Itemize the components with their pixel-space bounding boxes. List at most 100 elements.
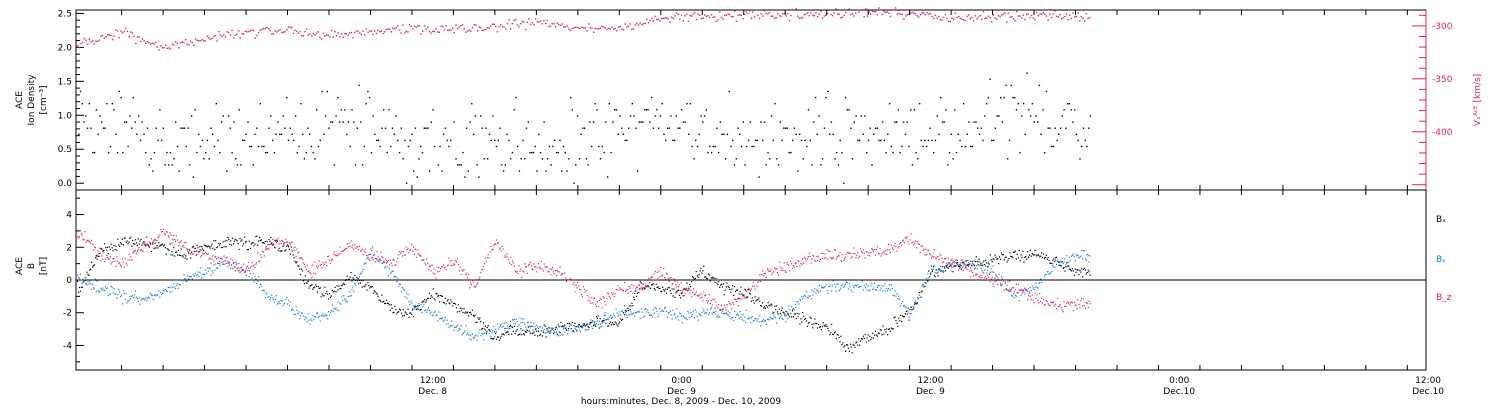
by-point [343, 295, 345, 297]
bx-point [123, 237, 125, 239]
bz-point [749, 290, 752, 292]
speed-point [666, 17, 668, 19]
ion-density-point [754, 139, 757, 142]
bx-point [412, 309, 414, 311]
ion-density-point [220, 121, 223, 123]
by-point [731, 316, 733, 318]
speed-point [870, 13, 872, 15]
speed-point [939, 18, 942, 21]
by-point [722, 312, 724, 315]
by-point [663, 310, 665, 312]
bx-point [845, 350, 847, 352]
bx-point [407, 308, 409, 310]
speed-point [194, 38, 197, 40]
by-point [315, 316, 317, 318]
speed-point [961, 18, 963, 20]
bx-point [521, 334, 523, 336]
speed-point [354, 31, 356, 34]
by-point [401, 286, 403, 289]
by-point [926, 277, 928, 279]
bz-point [777, 274, 780, 276]
speed-point [262, 27, 265, 30]
ion-density-point [811, 164, 813, 166]
ion-density-point [679, 127, 681, 129]
by-point [650, 314, 653, 316]
bx-point [671, 288, 673, 290]
bx-point [512, 330, 514, 332]
bz-point [761, 273, 763, 276]
ion-density-point [432, 109, 434, 111]
ion-density-point [340, 109, 343, 111]
bz-point [1046, 300, 1048, 303]
bx-point [1048, 259, 1050, 262]
bz-point [497, 242, 499, 244]
bz-point [289, 243, 291, 245]
bx-point [301, 270, 304, 272]
bx-point [404, 311, 406, 313]
speed-point [322, 32, 324, 35]
by-point [558, 331, 560, 333]
speed-point [276, 31, 278, 33]
bz-point [622, 290, 625, 292]
by-point [220, 261, 222, 263]
by-point [94, 278, 96, 280]
by-point [166, 290, 168, 292]
ion-density-point [462, 151, 464, 154]
ion-density-point [104, 127, 106, 129]
speed-point [949, 20, 952, 23]
bz-point [440, 268, 442, 270]
ion-density-point [197, 133, 200, 135]
by-point [412, 308, 414, 310]
ion-density-point [259, 103, 261, 105]
ion-density-point [391, 127, 394, 129]
bx-point [846, 344, 849, 346]
speed-point [991, 21, 993, 23]
bz-point [934, 256, 936, 258]
by-point [162, 292, 164, 294]
ion-density-point [571, 109, 573, 111]
speed-point [1034, 19, 1036, 21]
bx-point [451, 301, 453, 303]
by-point [537, 326, 539, 328]
by-point [729, 312, 731, 314]
bx-point [305, 282, 307, 284]
speed-point [787, 13, 789, 15]
ion-density-point [783, 127, 785, 129]
bz-point [445, 269, 447, 271]
bx-point [230, 240, 232, 242]
by-point [1011, 295, 1013, 297]
by-point [109, 293, 111, 295]
bz-point [398, 254, 400, 256]
bx-point [303, 283, 305, 285]
by-point [656, 311, 658, 313]
bx-point [633, 296, 635, 298]
ion-density-point [293, 139, 295, 142]
by-point [282, 305, 284, 307]
bz-point [936, 256, 938, 258]
by-point [116, 297, 118, 299]
bx-point [560, 321, 562, 324]
bz-point [1075, 305, 1077, 307]
bx-point [439, 301, 441, 303]
bx-point [242, 245, 244, 247]
by-point [504, 330, 506, 332]
bx-point [718, 281, 720, 283]
by-point [1055, 263, 1058, 265]
bz-point [443, 267, 445, 269]
by-point [551, 327, 553, 329]
bx-point [99, 252, 101, 254]
by-point [599, 323, 601, 325]
speed-point [1084, 20, 1086, 22]
bz-point [350, 240, 352, 242]
by-point [810, 298, 812, 300]
bz-point [426, 258, 428, 260]
bz-point [399, 252, 402, 254]
bz-point [173, 234, 175, 236]
by-point [931, 269, 933, 271]
speed-point [292, 32, 295, 35]
speed-point [481, 29, 484, 32]
bz-point [535, 266, 537, 268]
bx-point [706, 278, 709, 280]
by-point [217, 267, 219, 269]
speed-point [644, 22, 646, 25]
